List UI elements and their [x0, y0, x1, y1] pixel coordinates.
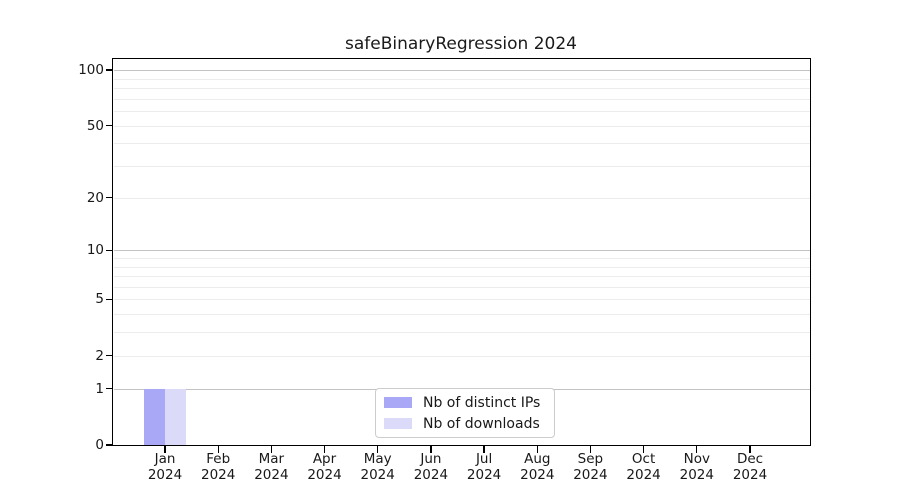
y-tick-mark: [106, 298, 113, 301]
x-tick-label: May 2024: [346, 451, 410, 483]
y-tick-label: 10: [86, 242, 104, 259]
gridline-major: [113, 70, 810, 71]
x-tick-mark: [323, 446, 326, 453]
x-tick-year: 2024: [626, 466, 661, 483]
x-tick-mark: [483, 446, 485, 453]
legend-label: Nb of distinct IPs: [423, 394, 541, 411]
gridline-minor: [113, 299, 810, 301]
x-tick-month: Sep: [577, 451, 604, 467]
x-tick-year: 2024: [307, 466, 342, 483]
x-tick-mark: [430, 446, 432, 453]
x-tick-mark: [270, 446, 273, 453]
gridline-minor: [113, 143, 810, 145]
legend-item: Nb of distinct IPs: [384, 394, 546, 411]
y-tick-mark: [106, 69, 113, 71]
x-tick-year: 2024: [679, 466, 714, 483]
gridline-minor: [113, 197, 810, 199]
gridline-minor: [113, 257, 810, 259]
y-tick-mark: [106, 444, 113, 446]
y-tick-mark: [106, 196, 113, 199]
y-tick-label: 100: [78, 62, 104, 78]
gridline-minor: [113, 276, 810, 277]
y-tick-label: 2: [95, 347, 104, 364]
gridline-minor: [113, 78, 810, 80]
y-tick-mark: [106, 124, 113, 127]
gridline-minor: [113, 286, 810, 288]
x-tick-year: 2024: [413, 466, 449, 483]
x-tick-mark: [377, 446, 379, 453]
chart-title: safeBinaryRegression 2024: [345, 34, 577, 54]
y-tick-label: 20: [86, 189, 104, 206]
y-tick-mark: [106, 388, 113, 390]
x-tick-mark: [749, 446, 751, 453]
x-tick-label: Jul 2024: [452, 451, 516, 483]
x-tick-label: Jan 2024: [133, 451, 197, 483]
gridline-minor: [113, 125, 810, 127]
x-tick-month: Jan: [154, 451, 176, 467]
y-tick-label: 1: [95, 380, 104, 397]
x-tick-month: Oct: [631, 451, 656, 467]
x-tick-mark: [536, 446, 538, 453]
x-tick-label: Apr 2024: [293, 451, 357, 483]
x-tick-month: Apr: [312, 451, 337, 467]
x-tick-mark: [217, 446, 219, 453]
x-tick-month: Jul: [475, 451, 493, 467]
x-tick-year: 2024: [466, 466, 502, 483]
x-tick-month: Mar: [258, 451, 285, 467]
x-tick-month: Jun: [420, 451, 442, 467]
gridline-minor: [113, 111, 810, 112]
x-tick-mark: [589, 446, 592, 453]
y-tick-label: 0: [95, 437, 104, 453]
gridline-major: [113, 250, 810, 252]
x-tick-month: May: [363, 451, 392, 467]
x-tick-mark: [696, 446, 698, 453]
gridline-minor: [113, 98, 810, 100]
y-tick-mark: [106, 355, 113, 357]
x-tick-label: Sep 2024: [558, 451, 622, 483]
legend: Nb of distinct IPs Nb of downloads: [375, 388, 555, 438]
x-tick-label: Feb 2024: [186, 451, 250, 483]
gridline-minor: [113, 266, 810, 268]
x-tick-label: Aug 2024: [505, 451, 569, 483]
x-tick-month: Feb: [206, 451, 231, 467]
legend-label: Nb of downloads: [423, 415, 540, 432]
x-tick-month: Dec: [736, 451, 764, 467]
x-tick-year: 2024: [360, 466, 395, 483]
x-tick-mark: [642, 446, 645, 453]
legend-swatch-downloads: [384, 418, 412, 429]
x-tick-month: Aug: [524, 451, 551, 467]
legend-swatch-distinct-ips: [384, 397, 412, 408]
x-tick-mark: [164, 446, 166, 453]
legend-item: Nb of downloads: [384, 415, 546, 432]
bar-distinct-ips: [143, 388, 165, 445]
x-tick-label: Oct 2024: [612, 451, 676, 483]
x-tick-label: Mar 2024: [239, 451, 303, 483]
gridline-minor: [113, 332, 810, 334]
x-tick-month: Nov: [683, 451, 710, 467]
y-tick-mark: [106, 249, 113, 251]
gridline-minor: [113, 355, 810, 357]
gridline-minor: [113, 314, 810, 316]
x-tick-year: 2024: [147, 466, 183, 483]
gridline-minor: [113, 166, 810, 167]
x-tick-label: Dec 2024: [718, 451, 782, 483]
y-tick-label: 5: [95, 291, 104, 308]
x-tick-label: Nov 2024: [665, 451, 729, 483]
x-tick-year: 2024: [732, 466, 768, 483]
y-tick-label: 50: [86, 117, 104, 134]
bar-downloads: [165, 388, 187, 445]
x-tick-year: 2024: [573, 466, 608, 483]
x-tick-year: 2024: [520, 466, 555, 483]
x-tick-year: 2024: [201, 466, 236, 483]
x-tick-label: Jun 2024: [399, 451, 463, 483]
x-tick-year: 2024: [254, 466, 289, 483]
gridline-minor: [113, 88, 810, 89]
